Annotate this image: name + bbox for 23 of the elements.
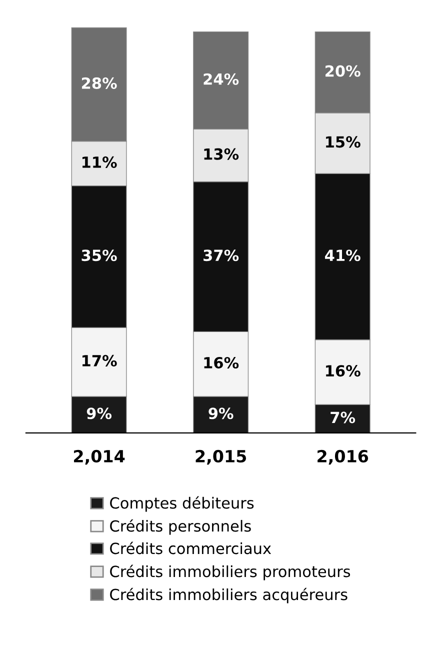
- data-label: 13%: [204, 148, 239, 160]
- data-label: 9%: [208, 408, 234, 420]
- data-label: 17%: [82, 354, 117, 366]
- legend-label: Comptes débiteurs: [110, 496, 254, 512]
- legend-label: Crédits personnels: [110, 519, 251, 535]
- data-label: 16%: [326, 365, 360, 377]
- legend-label: Crédits immobiliers promoteurs: [110, 564, 350, 580]
- legend-label: Crédits immobiliers acquéreurs: [110, 588, 348, 604]
- data-label: 15%: [326, 136, 360, 148]
- data-label: 16%: [204, 356, 239, 369]
- data-label: 35%: [82, 250, 117, 262]
- x-tick-label: 2,015: [196, 450, 246, 465]
- x-tick-label: 2,016: [318, 450, 368, 465]
- data-label: 11%: [82, 156, 117, 168]
- data-label: 9%: [86, 408, 112, 420]
- x-tick-label: 2,014: [74, 450, 125, 465]
- data-label: 7%: [330, 412, 356, 424]
- legend-label: Crédits commerciaux: [110, 542, 272, 554]
- data-label: 28%: [82, 77, 117, 89]
- data-label: 20%: [326, 65, 360, 77]
- data-label: 37%: [204, 250, 239, 262]
- data-label: 24%: [204, 73, 239, 85]
- data-label: 41%: [325, 250, 360, 262]
